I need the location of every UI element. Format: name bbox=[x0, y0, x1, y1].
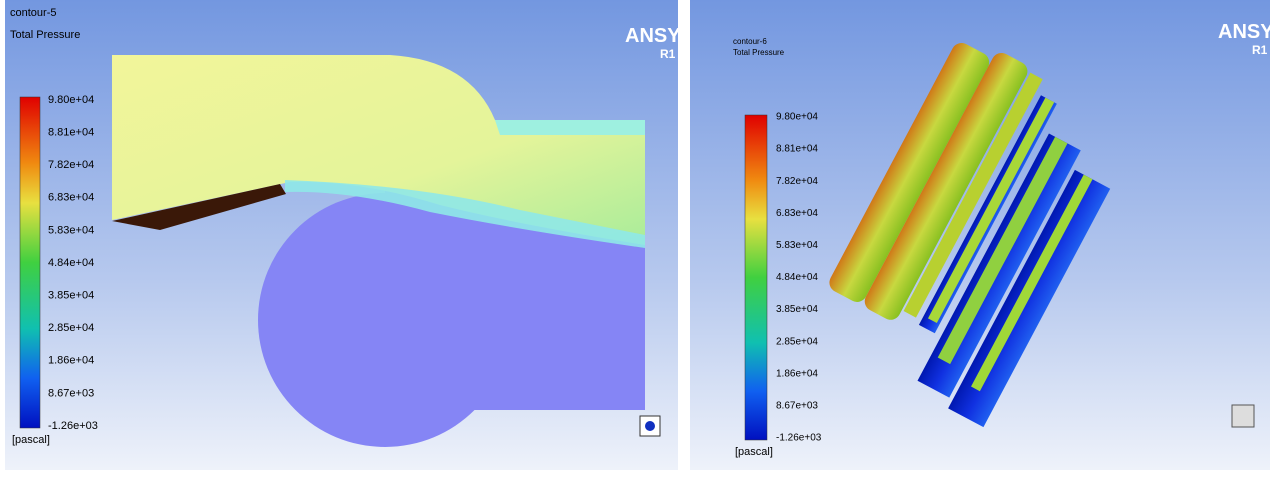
page: {"panels": [ {"title": "contour-5", "sub… bbox=[0, 0, 1270, 475]
legend-label: 7.82e+04 bbox=[776, 176, 818, 187]
legend-label: -1.26e+03 bbox=[48, 420, 98, 432]
colorbar bbox=[20, 97, 40, 428]
legend-label: 2.85e+04 bbox=[776, 336, 818, 347]
version: R1 bbox=[660, 47, 676, 61]
colorbar bbox=[745, 115, 767, 440]
legend-label: 6.83e+04 bbox=[776, 208, 818, 219]
legend-label: 8.81e+04 bbox=[48, 127, 94, 139]
contour-title: contour-6 bbox=[733, 37, 767, 46]
legend-label: 5.83e+04 bbox=[776, 240, 818, 251]
legend-label: 8.67e+03 bbox=[776, 401, 818, 412]
logo: ANSY bbox=[625, 25, 681, 47]
legend-label: 9.80e+04 bbox=[776, 112, 818, 123]
legend-label: 8.67e+03 bbox=[48, 387, 94, 399]
logo: ANSY bbox=[1218, 21, 1270, 43]
shear-layer bbox=[495, 120, 645, 135]
legend-label: 2.85e+04 bbox=[48, 322, 94, 334]
axis-triad bbox=[1232, 405, 1254, 427]
screenshot: contour-5 Total Pressure [pascal] ANSY R… bbox=[0, 0, 1270, 475]
unit-label: [pascal] bbox=[12, 434, 50, 446]
legend-label: -1.26e+03 bbox=[776, 433, 822, 444]
legend-label: 1.86e+04 bbox=[48, 355, 94, 367]
legend-label: 4.84e+04 bbox=[48, 257, 94, 269]
legend-label: 3.85e+04 bbox=[48, 290, 94, 302]
unit-label: [pascal] bbox=[735, 446, 773, 458]
contour-subtitle: Total Pressure bbox=[733, 48, 785, 57]
version: R1 bbox=[1252, 43, 1268, 57]
axis-triad bbox=[645, 421, 655, 431]
legend-label: 1.86e+04 bbox=[776, 368, 818, 379]
legend-label: 6.83e+04 bbox=[48, 192, 94, 204]
legend-label: 9.80e+04 bbox=[48, 94, 94, 106]
legend-label: 4.84e+04 bbox=[776, 272, 818, 283]
legend-label: 7.82e+04 bbox=[48, 159, 94, 171]
legend-label: 5.83e+04 bbox=[48, 224, 94, 236]
contour-title: contour-5 bbox=[10, 7, 56, 19]
legend-label: 8.81e+04 bbox=[776, 144, 818, 155]
legend-label: 3.85e+04 bbox=[776, 304, 818, 315]
contour-subtitle: Total Pressure bbox=[10, 29, 80, 41]
